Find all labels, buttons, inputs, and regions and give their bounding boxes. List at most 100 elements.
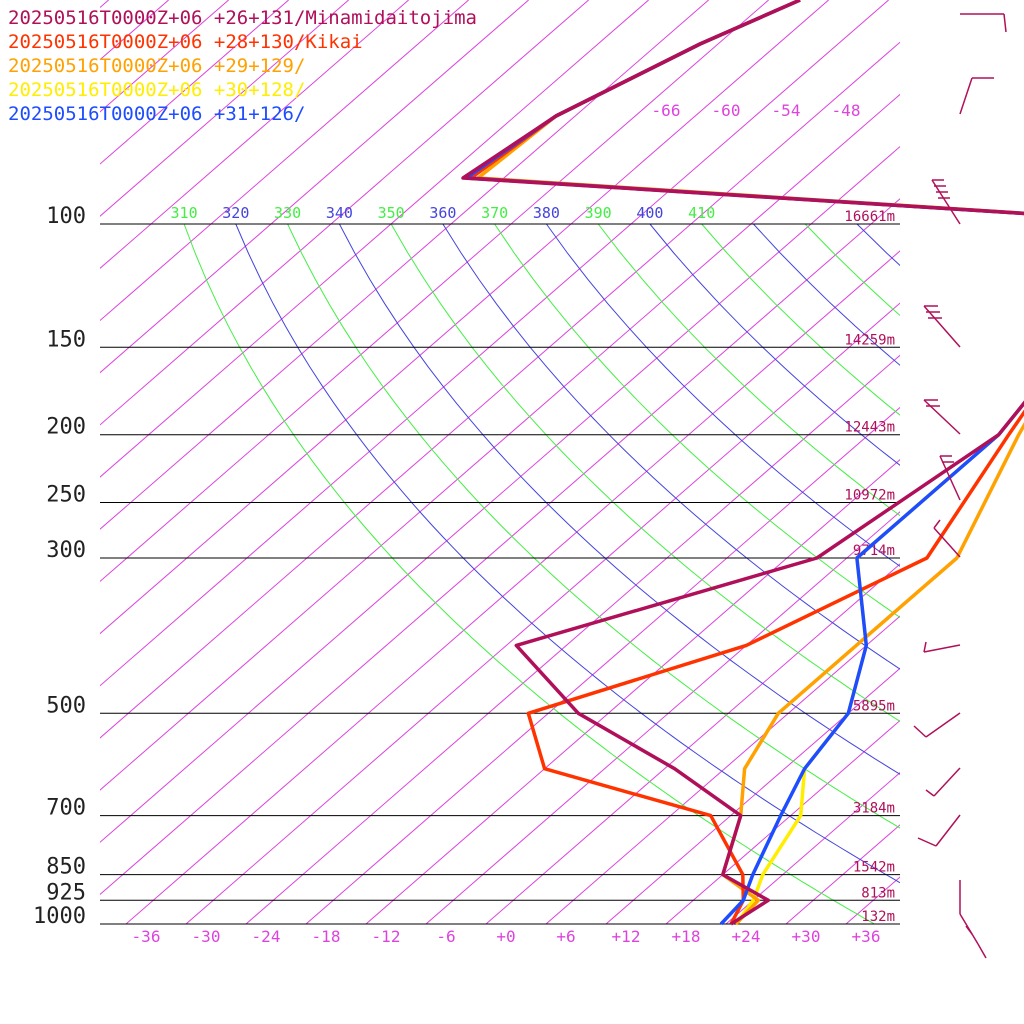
wind-barb-stroke bbox=[933, 519, 941, 529]
wind-barb-stroke bbox=[923, 644, 961, 653]
wind-barb-stroke bbox=[939, 455, 961, 501]
isotherm-line bbox=[100, 145, 900, 843]
wind-barb bbox=[933, 519, 961, 558]
height-label: 16661m bbox=[844, 209, 895, 225]
theta-line bbox=[804, 223, 900, 317]
isotherm-line bbox=[100, 0, 109, 9]
wind-barbs bbox=[913, 13, 1007, 959]
x-tick-label: -6 bbox=[436, 927, 455, 946]
wind-barb bbox=[959, 77, 994, 115]
wind-barb bbox=[925, 767, 961, 797]
isotherm-line bbox=[100, 93, 900, 791]
theta-line bbox=[442, 223, 900, 670]
wind-barb-stroke bbox=[1003, 13, 1007, 33]
isotherm-line bbox=[605, 667, 900, 924]
wind-barb-stroke bbox=[933, 767, 961, 797]
pressure-label: 925 bbox=[46, 880, 86, 905]
isotherm-line bbox=[100, 0, 169, 61]
isotherm-line bbox=[425, 511, 900, 924]
wind-barb-stroke bbox=[917, 837, 937, 847]
theta-line bbox=[753, 223, 900, 366]
theta-line bbox=[390, 223, 900, 722]
wind-barb bbox=[960, 13, 1007, 33]
isotherm-line bbox=[785, 824, 900, 924]
upper-temp-label: -66 bbox=[652, 101, 681, 120]
height-label: 9714m bbox=[853, 543, 895, 559]
theta-line bbox=[338, 223, 900, 775]
x-tick-label: +36 bbox=[852, 927, 881, 946]
theta-label: 320 bbox=[222, 204, 249, 222]
legend-entry: 20250516T0000Z+06 +29+129/ bbox=[8, 55, 306, 77]
wind-barb-stroke bbox=[959, 77, 973, 115]
height-label: 132m bbox=[861, 909, 895, 925]
wind-barb bbox=[931, 179, 961, 225]
pressure-label: 200 bbox=[46, 415, 86, 440]
chart-legend: 20250516T0000Z+06 +26+131/Minamidaitojim… bbox=[8, 6, 477, 126]
isotherm-line bbox=[100, 0, 289, 165]
isotherm-line bbox=[100, 0, 469, 322]
wind-barb-stroke bbox=[913, 725, 927, 738]
isotherm-line bbox=[100, 0, 349, 217]
theta-label: 370 bbox=[481, 204, 508, 222]
wind-barb bbox=[917, 814, 961, 847]
theta-label: 380 bbox=[533, 204, 560, 222]
isotherm-line bbox=[185, 302, 900, 924]
pressure-label: 300 bbox=[46, 538, 86, 563]
temperature-axis-labels: -36 -30 -24 -18 -12 -6 +0 +6 +12 +18 +24 +30 +36 bbox=[132, 927, 881, 946]
legend-entry: 20250516T0000Z+06 +31+126/ bbox=[8, 103, 306, 125]
height-label: 12443m bbox=[844, 420, 895, 436]
wind-barb-stroke bbox=[925, 789, 935, 797]
isotherm-line bbox=[100, 0, 649, 478]
pressure-label: 500 bbox=[46, 693, 86, 718]
x-tick-label: +0 bbox=[496, 927, 515, 946]
theta-line bbox=[235, 223, 900, 884]
isotherm-line bbox=[100, 0, 409, 270]
theta-line bbox=[701, 223, 900, 416]
wind-barb-stroke bbox=[923, 641, 927, 653]
x-tick-label: +30 bbox=[792, 927, 821, 946]
isotherm-line bbox=[845, 876, 900, 924]
isotherm-line bbox=[100, 0, 589, 426]
upper-temp-label: -60 bbox=[712, 101, 741, 120]
isotherm-line bbox=[725, 772, 900, 924]
isotherm-line bbox=[305, 406, 900, 924]
height-label: 1542m bbox=[853, 860, 895, 876]
x-tick-label: -18 bbox=[312, 927, 341, 946]
isotherm-line bbox=[665, 719, 900, 924]
wind-barb bbox=[913, 712, 961, 738]
isotherm-line bbox=[0, 0, 49, 924]
height-labels: 16661m 14259m 12443m 10972m 9714m 5895m 3184m 1… bbox=[844, 209, 895, 925]
isotherm-line bbox=[100, 0, 769, 583]
height-label: 5895m bbox=[853, 698, 895, 714]
isotherm-line bbox=[245, 354, 900, 924]
isotherm-line bbox=[545, 615, 900, 924]
sounding-trace bbox=[461, 0, 1024, 926]
isotherm-line bbox=[100, 41, 900, 739]
isotherm-line bbox=[100, 198, 900, 896]
isotherm-lines bbox=[0, 0, 1024, 924]
legend-entry: 20250516T0000Z+06 +30+128/ bbox=[8, 79, 306, 101]
theta-line bbox=[494, 223, 900, 618]
upper-temp-label: -48 bbox=[832, 101, 861, 120]
theta-label: 360 bbox=[429, 204, 456, 222]
isotherm-line bbox=[125, 250, 900, 924]
wind-barb-stroke bbox=[925, 712, 961, 738]
theta-line bbox=[287, 223, 900, 829]
wind-barb-stroke bbox=[935, 814, 961, 847]
x-tick-label: +24 bbox=[732, 927, 761, 946]
sounding-trace bbox=[469, 0, 1024, 925]
x-tick-label: +6 bbox=[556, 927, 575, 946]
x-tick-label: -30 bbox=[192, 927, 221, 946]
theta-label: 400 bbox=[636, 204, 663, 222]
isotherm-line bbox=[966, 0, 1024, 924]
theta-line bbox=[649, 223, 900, 466]
theta-label: 310 bbox=[171, 204, 198, 222]
x-tick-label: +18 bbox=[672, 927, 701, 946]
isotherm-line bbox=[485, 563, 900, 924]
legend-entry: 20250516T0000Z+06 +26+131/Minamidaitojim… bbox=[8, 7, 477, 29]
isotherm-line bbox=[100, 0, 829, 635]
theta-label: 410 bbox=[688, 204, 715, 222]
wind-barb bbox=[923, 399, 961, 435]
